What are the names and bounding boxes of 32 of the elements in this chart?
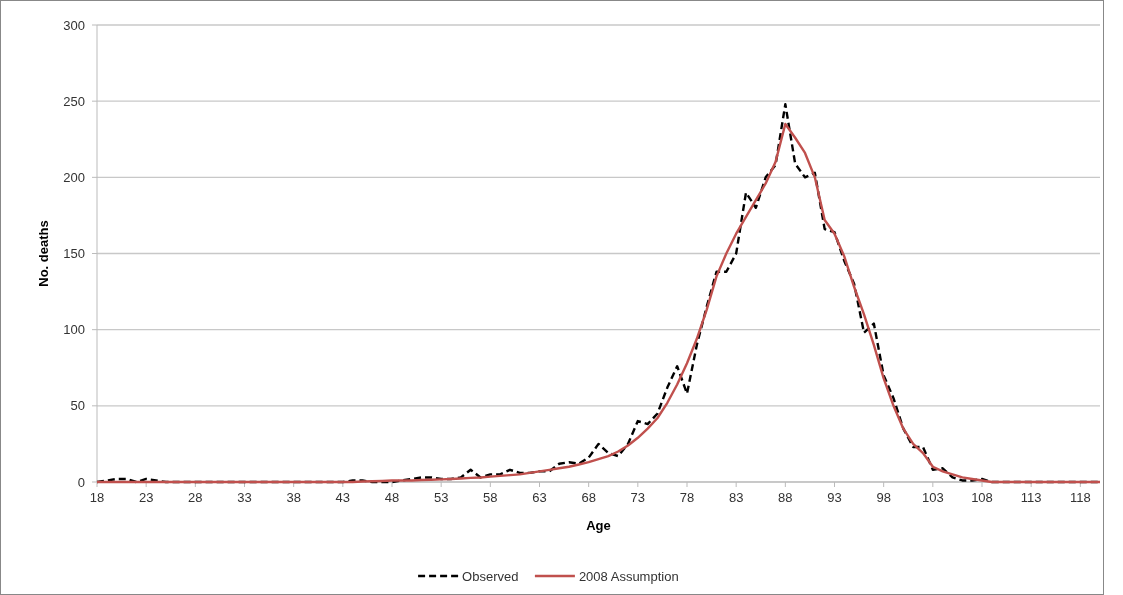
x-tick-label: 23 [138, 490, 154, 505]
x-tick-label: 103 [921, 490, 944, 505]
x-tick-label: 68 [581, 490, 596, 505]
x-tick-label: 28 [188, 490, 203, 505]
y-tick-label: 50 [70, 398, 85, 414]
x-tick-label: 98 [876, 490, 891, 505]
x-tick-label: 33 [237, 490, 252, 505]
x-tick-label: 18 [89, 490, 105, 505]
x-tick-label: 58 [483, 490, 498, 505]
x-tick-label: 93 [827, 490, 842, 505]
y-tick-label: 100 [63, 322, 85, 338]
legend-label: 2008 Assumption [578, 568, 679, 584]
y-tick-label: 300 [63, 17, 85, 33]
y-tick-label: 200 [63, 169, 85, 185]
x-axis-title: Age [586, 518, 611, 533]
legend-label: Observed [462, 568, 519, 584]
x-tick-label: 53 [433, 490, 449, 505]
x-tick-label: 38 [286, 490, 301, 505]
x-tick-label: 48 [384, 490, 400, 505]
x-tick-label: 43 [335, 490, 351, 505]
y-tick-label: 150 [63, 246, 85, 262]
y-axis-title: No. deaths [36, 220, 51, 287]
x-tick-label: 83 [728, 490, 744, 505]
x-tick-label: 108 [971, 490, 993, 505]
x-tick-label: 78 [679, 490, 695, 505]
y-tick-label: 250 [63, 93, 85, 109]
x-tick-label: 63 [532, 490, 547, 505]
x-tick-label: 73 [630, 490, 646, 505]
x-tick-label: 113 [1020, 490, 1042, 505]
y-tick-label: 0 [77, 474, 85, 490]
x-tick-label: 88 [778, 490, 793, 505]
x-tick-label: 118 [1069, 490, 1091, 505]
